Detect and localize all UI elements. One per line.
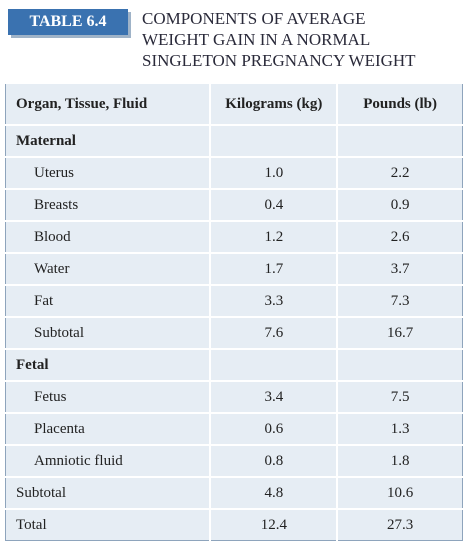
value-cell: 3.3 [209,284,338,317]
label-cell: Amniotic fluid [5,444,211,477]
table-row: Fetus 3.4 7.5 [5,380,463,413]
value-cell [336,348,463,381]
column-header: Pounds (lb) [336,82,463,126]
value-cell: 3.4 [209,380,338,413]
value-cell: 0.4 [209,188,338,221]
table-row: Water 1.7 3.7 [5,252,463,285]
value-cell: 0.9 [336,188,463,221]
value-cell: 3.7 [336,252,463,285]
value-cell: 1.8 [336,444,463,477]
table-row: Subtotal 7.6 16.7 [5,316,463,349]
table-row: Total 12.4 27.3 [5,508,463,541]
table-row: Placenta 0.6 1.3 [5,412,463,445]
label-cell: Blood [5,220,211,253]
value-cell: 1.2 [209,220,338,253]
label-cell: Water [5,252,211,285]
label-cell: Total [5,508,211,541]
value-cell: 16.7 [336,316,463,349]
data-table: Organ, Tissue, Fluid Kilograms (kg) Pounds… [5,82,463,541]
value-cell: 7.6 [209,316,338,349]
column-header: Kilograms (kg) [209,82,338,126]
label-cell: Subtotal [5,476,211,509]
table-label: TABLE 6.4 [8,9,128,35]
label-cell: Maternal [5,124,211,157]
value-cell [336,124,463,157]
table-title: COMPONENTS OF AVERAGE WEIGHT GAIN IN A N… [142,8,462,71]
title-line: WEIGHT GAIN IN A NORMAL [142,30,371,49]
label-cell: Fetal [5,348,211,381]
value-cell: 0.8 [209,444,338,477]
value-cell: 1.3 [336,412,463,445]
value-cell: 12.4 [209,508,338,541]
table-row: Uterus 1.0 2.2 [5,156,463,189]
value-cell: 2.2 [336,156,463,189]
value-cell [209,348,338,381]
table-row: Maternal [5,124,463,157]
value-cell: 4.8 [209,476,338,509]
value-cell: 27.3 [336,508,463,541]
value-cell: 10.6 [336,476,463,509]
title-line: COMPONENTS OF AVERAGE [142,9,366,28]
table-row: Amniotic fluid 0.8 1.8 [5,444,463,477]
label-cell: Placenta [5,412,211,445]
table-row: Blood 1.2 2.6 [5,220,463,253]
table-row: Fat 3.3 7.3 [5,284,463,317]
header-row: Organ, Tissue, Fluid Kilograms (kg) Pounds… [5,82,463,126]
table-row: Breasts 0.4 0.9 [5,188,463,221]
table-row: Subtotal 4.8 10.6 [5,476,463,509]
title-line: SINGLETON PREGNANCY WEIGHT [142,51,416,70]
column-header: Organ, Tissue, Fluid [5,82,211,126]
label-cell: Fat [5,284,211,317]
value-cell: 0.6 [209,412,338,445]
label-cell: Uterus [5,156,211,189]
value-cell: 1.7 [209,252,338,285]
value-cell: 7.3 [336,284,463,317]
label-cell: Fetus [5,380,211,413]
value-cell: 2.6 [336,220,463,253]
value-cell: 1.0 [209,156,338,189]
value-cell [209,124,338,157]
label-cell: Breasts [5,188,211,221]
value-cell: 7.5 [336,380,463,413]
label-cell: Subtotal [5,316,211,349]
table-row: Fetal [5,348,463,381]
